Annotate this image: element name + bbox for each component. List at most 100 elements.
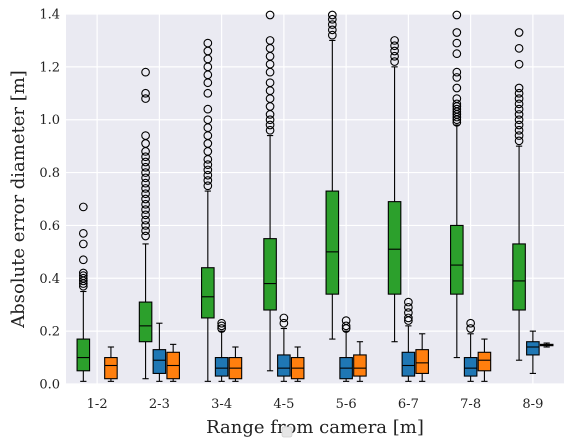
outlier-point: [265, 36, 275, 45]
box-iqr: [104, 357, 118, 380]
outlier-point: [141, 226, 150, 236]
outlier-point: [217, 324, 226, 333]
legend-marker: [281, 426, 293, 438]
outlier-point: [141, 215, 150, 225]
box-7-8-series-2: [477, 338, 492, 382]
outlier-point: [203, 88, 213, 98]
x-tick-label: 1-2: [87, 397, 108, 412]
outlier-point: [452, 10, 462, 20]
box-3-4-series-1: [214, 318, 229, 382]
outlier-point: [514, 99, 524, 109]
box-series: [76, 10, 554, 382]
outlier-point: [452, 83, 462, 93]
outlier-point: [327, 25, 337, 35]
box-7-8-series-0: [450, 10, 464, 359]
outlier-point: [452, 67, 462, 77]
outlier-point: [404, 303, 413, 312]
outlier-point: [78, 273, 88, 283]
outlier-point: [141, 152, 150, 162]
outlier-point: [327, 30, 337, 40]
box-8-9-series-0: [512, 28, 526, 361]
x-tick-label: 4-5: [273, 397, 294, 412]
outlier-point: [514, 120, 524, 130]
outlier-point: [141, 173, 150, 183]
box-iqr: [76, 338, 91, 372]
outlier-point: [327, 10, 337, 20]
outlier-point: [203, 104, 213, 114]
box-iqr: [401, 351, 416, 377]
box-iqr: [353, 354, 367, 377]
outlier-point: [341, 321, 351, 331]
outlier-point: [514, 136, 524, 146]
outlier-point: [78, 202, 88, 212]
outlier-point: [514, 28, 524, 37]
outlier-point: [452, 28, 462, 37]
box-5-6-series-0: [325, 10, 340, 340]
outlier-point: [452, 104, 462, 114]
box-iqr: [277, 354, 291, 377]
box-6-7-series-0: [387, 36, 402, 343]
x-tick-labels: 1-2 2-3 3-4 4-5 5-6 6-7 7-8 8-9: [87, 397, 544, 412]
box-iqr: [477, 351, 492, 372]
outlier-point: [514, 59, 524, 69]
y-tick-label: 0.2: [39, 325, 60, 340]
box-5-6-series-2: [353, 341, 367, 382]
x-tick-label: 3-4: [211, 397, 232, 412]
box-6-7-series-2: [415, 333, 429, 382]
outlier-point: [203, 170, 213, 180]
outlier-point: [452, 38, 462, 48]
outlier-point: [203, 115, 213, 125]
y-tick-label: 0.4: [39, 272, 60, 287]
box-2-3-series-0: [138, 67, 153, 380]
x-tick-label: 8-9: [522, 397, 543, 412]
y-tick-label: 0.6: [39, 219, 60, 234]
box-2-3-series-2: [166, 343, 180, 382]
outlier-point: [452, 49, 462, 58]
outlier-point: [514, 104, 524, 114]
outlier-point: [514, 83, 524, 93]
box-iqr: [263, 238, 277, 311]
box-4-5-series-0: [263, 10, 277, 372]
outlier-point: [514, 131, 524, 140]
outlier-point: [141, 67, 150, 77]
box-iqr: [526, 341, 540, 356]
outlier-point: [203, 176, 213, 185]
y-tick-label: 1.2: [39, 60, 60, 75]
outlier-point: [514, 110, 524, 119]
outlier-point: [78, 239, 88, 249]
box-8-9-series-2: [539, 342, 554, 348]
box-iqr: [201, 267, 215, 319]
outlier-point: [404, 308, 413, 317]
box-iqr: [152, 349, 167, 374]
box-iqr: [450, 224, 464, 295]
outlier-point: [141, 231, 150, 241]
outlier-point: [327, 14, 337, 24]
outlier-point: [141, 199, 150, 209]
outlier-point: [514, 125, 524, 135]
y-tick-labels: 0.0 0.2 0.4 0.6 0.8 1.0 1.2 1.4: [39, 8, 60, 393]
outlier-point: [514, 44, 524, 53]
x-tick-label: 5-6: [336, 397, 357, 412]
outlier-point: [141, 221, 150, 230]
x-tick-label: 7-8: [460, 397, 481, 412]
box-3-4-series-0: [201, 38, 215, 382]
y-tick-label: 0.0: [39, 378, 60, 393]
outlier-point: [203, 160, 213, 169]
box-iqr: [138, 301, 153, 343]
outlier-point: [78, 268, 88, 278]
outlier-point: [514, 88, 524, 98]
y-tick-label: 1.0: [39, 113, 60, 128]
outlier-point: [390, 36, 399, 45]
outlier-point: [390, 51, 399, 61]
outlier-point: [279, 318, 289, 328]
outlier-point: [203, 181, 213, 191]
outlier-point: [78, 271, 88, 280]
box-1-2-series-2: [104, 346, 118, 382]
box-3-4-series-2: [228, 346, 243, 382]
box-iqr: [463, 357, 478, 377]
outlier-point: [514, 115, 524, 125]
outlier-point: [141, 210, 150, 220]
outlier-point: [466, 324, 475, 333]
outlier-point: [265, 78, 275, 88]
